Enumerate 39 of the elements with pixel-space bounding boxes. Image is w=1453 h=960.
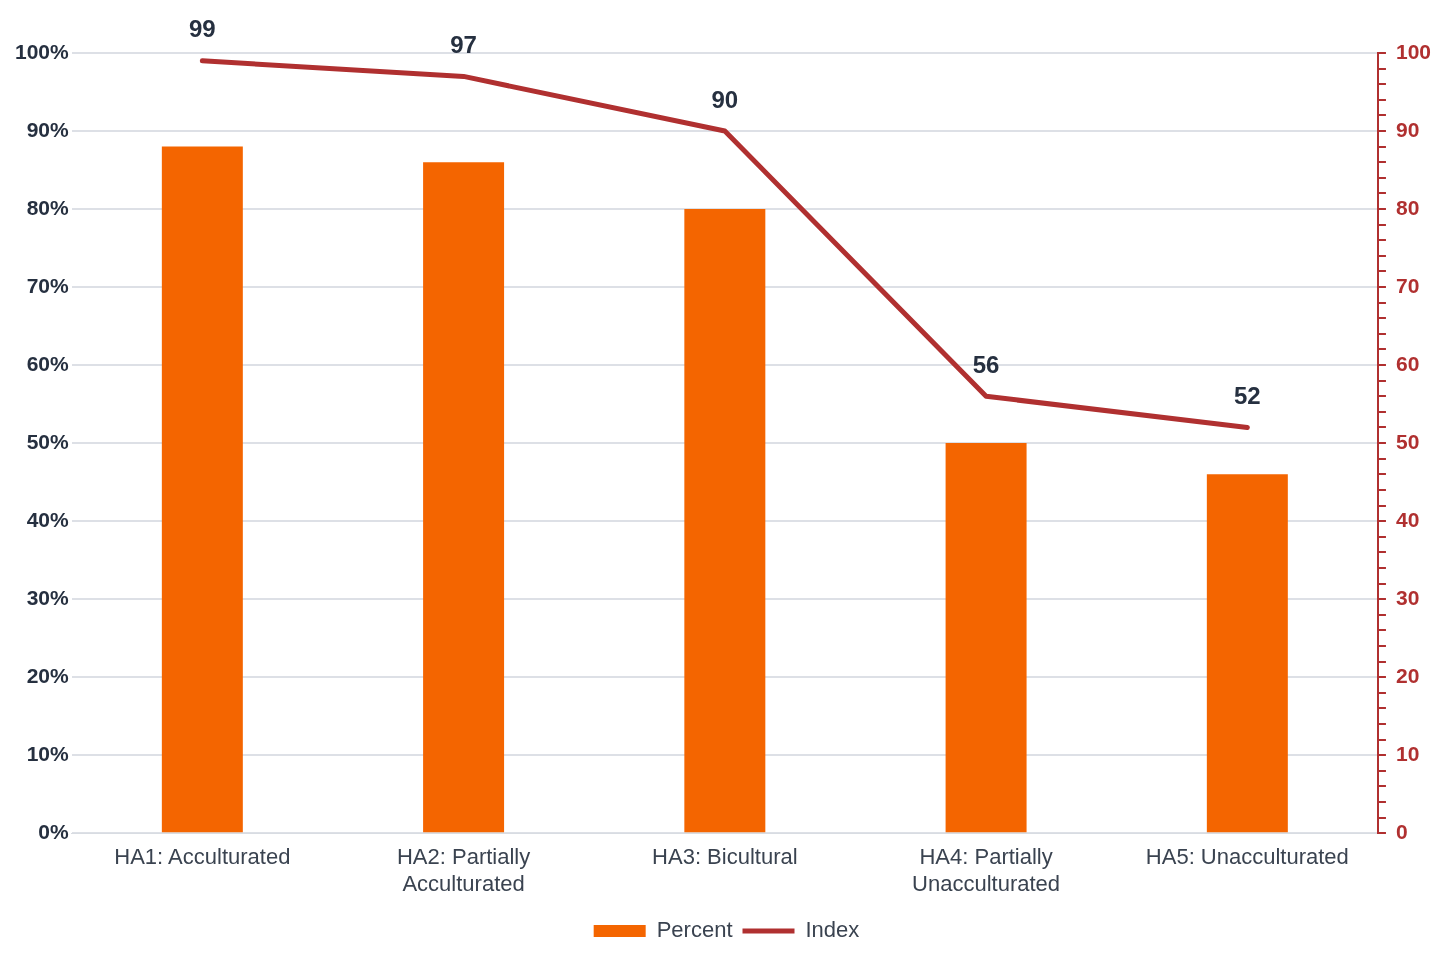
x-tick-label: HA1: Acculturated	[114, 844, 291, 870]
legend-label: Index	[805, 917, 860, 943]
bar	[161, 146, 243, 833]
y-tick-label: 50%	[26, 429, 70, 453]
bar	[1206, 474, 1288, 833]
y-tick-label: 0%	[38, 820, 70, 843]
x-tick-label: HA4: Partially Unacculturated	[912, 844, 1061, 896]
y2-tick-label: 30	[1395, 585, 1420, 609]
data-label: 56	[972, 350, 1000, 378]
y-tick-label: 60%	[26, 351, 70, 375]
y2-tick-label: 10	[1395, 741, 1420, 765]
y-tick-label: 10%	[26, 741, 70, 765]
x-tick-label: HA5: Unacculturated	[1145, 844, 1349, 870]
y2-tick-label: 80	[1395, 195, 1420, 219]
y-tick-label: 40%	[26, 507, 70, 531]
y-tick-label: 80%	[26, 195, 70, 219]
bar	[423, 162, 505, 833]
y-tick-label: 90%	[26, 117, 70, 141]
x-tick-label: HA3: Bicultural	[652, 844, 798, 870]
y-tick-label: 100%	[14, 39, 70, 63]
y2-tick-label: 50	[1395, 429, 1420, 453]
y-tick-label: 70%	[26, 273, 70, 297]
bar	[684, 209, 766, 833]
data-label: 97	[450, 31, 477, 59]
data-label: 99	[188, 15, 216, 43]
y2-tick-label: 40	[1395, 507, 1420, 531]
y2-tick-label: 60	[1395, 351, 1420, 375]
y2-tick-label: 90	[1395, 117, 1420, 141]
y2-tick-label: 100	[1395, 39, 1432, 63]
y2-tick-label: 20	[1395, 663, 1420, 687]
y2-tick-label: 0	[1395, 820, 1408, 843]
data-label: 52	[1233, 382, 1261, 410]
y-tick-label: 20%	[26, 663, 70, 687]
y2-tick-label: 70	[1395, 273, 1420, 297]
data-label: 90	[711, 85, 739, 113]
y-tick-label: 30%	[26, 585, 70, 609]
bar	[945, 443, 1027, 833]
legend-label: Percent	[656, 917, 733, 943]
x-tick-label: HA2: Partially Acculturated	[396, 844, 531, 896]
